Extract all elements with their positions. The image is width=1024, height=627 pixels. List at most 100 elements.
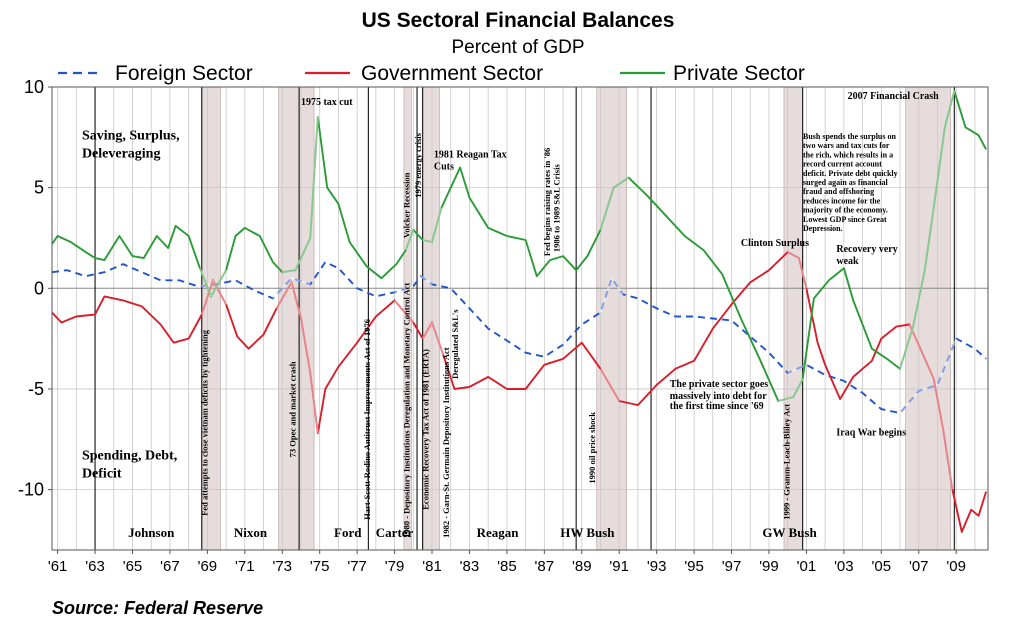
- vertical-annotation: Hart-Scott-Rodino Antitrust Improvements…: [362, 319, 372, 520]
- bush-note-line: fraud and offshoring: [803, 187, 874, 196]
- series-segment-shaded: [420, 275, 433, 286]
- president-label: Nixon: [234, 525, 268, 540]
- source-note: Source: Federal Reserve: [52, 598, 263, 618]
- vertical-annotation: Volcker Recession: [402, 172, 412, 238]
- x-tick-label: '99: [759, 558, 779, 575]
- series-segment-shaded: [599, 368, 621, 402]
- shaded-period: [278, 86, 315, 551]
- x-tick-label: '05: [872, 558, 892, 575]
- series-segment-shaded: [932, 127, 946, 208]
- shaded-period: [905, 86, 951, 551]
- shaded-period: [596, 86, 628, 551]
- series-segment-shaded: [272, 277, 293, 300]
- x-tick-label: '67: [160, 558, 180, 575]
- x-tick-label: '83: [460, 558, 480, 575]
- bush-note-line: deficit. Private debt quickly: [803, 169, 898, 178]
- series-line-private-sector: [51, 90, 987, 402]
- series-segment-shaded: [210, 269, 227, 297]
- series-segment-shaded: [792, 378, 804, 398]
- series-segment-shaded: [422, 239, 433, 243]
- annotation-text: Deleveraging: [82, 146, 161, 161]
- series-segment-shaded: [778, 396, 794, 403]
- x-tick-label: '69: [198, 558, 218, 575]
- series-line-government-sector: [51, 251, 988, 533]
- x-tick-label: '81: [422, 558, 442, 575]
- y-tick-label: 10: [24, 77, 44, 97]
- series-segment-shaded: [599, 187, 615, 231]
- vertical-annotation: 1982 - Garn-St. Germain Depository Insti…: [441, 347, 451, 538]
- annotation-text: massively into debt for: [670, 391, 768, 402]
- vertical-annotation: 1990 oil price shock: [587, 412, 597, 484]
- series-lines: [51, 90, 988, 533]
- x-tick-label: '79: [385, 558, 405, 575]
- bush-note-line: reduces income for the: [803, 196, 881, 205]
- vertical-annotation: Fed begins raising rates in '86: [542, 148, 552, 256]
- vertical-annotation: Deregulated S&L's: [450, 309, 460, 379]
- annotations: Saving, Surplus, Deleveraging Spending, De…: [82, 91, 939, 540]
- president-label: HW Bush: [560, 525, 615, 540]
- series-segment-shaded: [917, 344, 935, 380]
- x-tick-label: '93: [647, 558, 667, 575]
- bush-note-line: Depression.: [803, 224, 843, 233]
- grid: [52, 87, 988, 550]
- legend-label: Private Sector: [673, 62, 805, 85]
- x-tick-label: '85: [497, 558, 517, 575]
- bush-note-line: majority of the economy.: [803, 206, 888, 215]
- series-segment-shaded: [923, 207, 935, 273]
- series-segment-shaded: [309, 117, 319, 239]
- annotation-text: weak: [836, 256, 859, 267]
- annotation-text: Spending, Debt,: [82, 448, 177, 463]
- vertical-annotation: 1980 - Depository Institutions Deregulat…: [402, 283, 412, 538]
- annotation-text: Iraq War begins: [836, 427, 906, 438]
- series-segment-shaded: [198, 267, 213, 297]
- shaded-periods: [201, 86, 951, 551]
- series-segment-shaded: [394, 285, 414, 294]
- annotation-text: Saving, Surplus,: [82, 128, 180, 143]
- series-segment-shaded: [431, 207, 443, 243]
- series-segment-shaded: [942, 429, 954, 490]
- annotation-text: 1981 Reagan Tax: [434, 149, 507, 160]
- y-tick-label: -10: [18, 480, 44, 500]
- x-tick-label: '01: [797, 558, 817, 575]
- x-tick-label: '65: [123, 558, 143, 575]
- series-segment-shaded: [393, 299, 415, 324]
- x-tick-label: '63: [85, 558, 105, 575]
- series-segment-shaded: [610, 277, 624, 295]
- series-segment-shaded: [282, 269, 296, 274]
- series-segment-shaded: [943, 90, 956, 128]
- series-segment-shaded: [275, 281, 293, 309]
- x-tick-label: '91: [609, 558, 629, 575]
- x-tick-label: '03: [834, 558, 854, 575]
- president-label: Johnson: [128, 525, 175, 540]
- series-line-foreign-sector: [51, 261, 987, 415]
- series-segment-shaded: [421, 322, 433, 340]
- axes: 10 5 0 -5 -10 '61 '63 '65 '67 '69 '71 '73 '75 '77 '79 '…: [18, 77, 989, 575]
- series-segment-shaded: [613, 176, 630, 189]
- vertical-annotation: 1979 energy crisis: [413, 132, 423, 197]
- series-segment-shaded: [290, 282, 302, 319]
- vertical-markers: [94, 87, 955, 550]
- bush-note-line: Bush spends the surplus on: [803, 132, 896, 141]
- bush-note-line: the rich, which results in a: [803, 150, 893, 159]
- series-segment-shaded: [404, 229, 415, 251]
- vertical-annotation: 73 Opec and market crash: [287, 361, 297, 457]
- president-label: GW Bush: [762, 525, 817, 540]
- vertical-annotation: 1986 to 1989 S&L Crisis: [551, 164, 561, 253]
- x-tick-label: '89: [572, 558, 592, 575]
- bush-note-line: Lowest GDP since Great: [803, 215, 887, 224]
- series-segment-shaded: [599, 277, 613, 313]
- x-tick-label: '75: [310, 558, 330, 575]
- annotation-text: Recovery very: [836, 244, 897, 255]
- legend-label: Government Sector: [361, 62, 543, 85]
- series-segment-shaded: [936, 338, 958, 386]
- series-segment-shaded: [899, 390, 920, 414]
- x-tick-label: '09: [946, 558, 966, 575]
- vertical-annotation: Fed attempts to close vietnam deficits b…: [199, 329, 209, 516]
- legend-label: Foreign Sector: [115, 62, 253, 85]
- vertical-annotation: 1999 - Gramm-Leach-Bliley Act: [782, 404, 792, 520]
- bush-note-line: two wars and tax cuts for: [803, 141, 890, 150]
- series-segment-shaded: [932, 378, 945, 430]
- vertical-annotation: Economic Recovery Tax Act of 1981 (ERTA): [420, 349, 430, 510]
- series-segment-shaded: [787, 363, 807, 374]
